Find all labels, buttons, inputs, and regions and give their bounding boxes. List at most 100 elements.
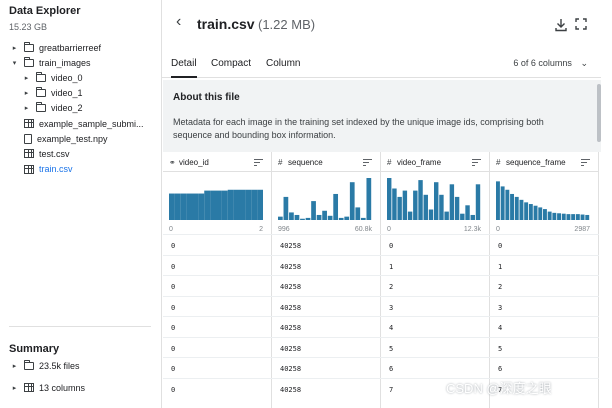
table-cell: 2 [389, 283, 394, 291]
table-cell: 1 [389, 262, 394, 271]
caret-down-icon[interactable]: ▾ [12, 59, 17, 67]
histogram-bar [557, 213, 561, 220]
range-max: 2987 [574, 226, 590, 233]
back-button[interactable]: ‹ [176, 14, 181, 30]
summary-item[interactable]: ▸ 13 columns [10, 380, 85, 395]
column-header[interactable]: # video_frame [381, 152, 489, 172]
download-icon[interactable] [555, 18, 567, 32]
histogram-bar [575, 214, 580, 220]
histogram-bar [327, 215, 333, 220]
folder-icon [24, 359, 34, 370]
tree-item-label: video_1 [51, 88, 83, 99]
column-sequence: # sequence 996 60.8k [272, 152, 381, 408]
row-divider [163, 316, 599, 317]
chevron-left-icon: ‹ [176, 13, 182, 30]
histogram-bar [355, 207, 361, 220]
tree-item-label: train_images [39, 57, 91, 68]
histogram-bar [571, 214, 576, 220]
tab-column[interactable]: Column [266, 58, 301, 69]
numeric-icon: # [278, 158, 283, 167]
histogram-bar [392, 188, 397, 220]
summary-item-label: 13 columns [39, 382, 86, 393]
histogram-bar [514, 196, 519, 220]
tree-item[interactable]: ▸ video_1 [22, 86, 83, 101]
table-cell: 40258 [280, 303, 302, 312]
row-divider [163, 234, 599, 235]
histogram-bar [496, 181, 500, 220]
sort-icon[interactable] [472, 159, 481, 166]
histogram-bar [510, 193, 514, 220]
summary-item[interactable]: ▸ 23.5k files [10, 358, 80, 373]
table-cell: 5 [389, 344, 394, 353]
histogram-bar [344, 216, 350, 220]
histogram-bar [407, 211, 413, 220]
table-cell: 0 [171, 344, 176, 353]
table-cell: 3 [389, 303, 394, 312]
caret-right-icon[interactable]: ▸ [12, 362, 17, 370]
tab-compact[interactable]: Compact [211, 58, 252, 69]
tree-item[interactable]: ▾ train_images [10, 55, 91, 70]
tree-item[interactable]: train.csv [10, 162, 73, 177]
file-icon [24, 133, 32, 144]
folder-icon [24, 56, 34, 67]
caret-right-icon[interactable]: ▸ [24, 105, 29, 113]
histogram-bar [547, 211, 552, 220]
column-header[interactable]: ⚭ video_id [163, 152, 271, 172]
tree-item[interactable]: test.csv [10, 146, 70, 161]
data-explorer-title: Data Explorer [9, 5, 81, 17]
histogram-bar [505, 189, 510, 220]
tree-item[interactable]: example_test.npy [10, 131, 108, 146]
range-min: 0 [496, 226, 500, 233]
column-header[interactable]: # sequence_frame [490, 152, 598, 172]
chevron-down-icon: ⌄ [580, 58, 588, 68]
fullscreen-icon[interactable] [575, 18, 587, 30]
histogram-bar [333, 193, 339, 220]
histogram-bar [360, 217, 366, 220]
sort-icon[interactable] [363, 159, 372, 166]
tree-item[interactable]: example_sample_submi... [10, 116, 144, 131]
histogram-bar [533, 205, 538, 220]
sort-icon[interactable] [254, 159, 263, 166]
caret-right-icon[interactable]: ▸ [12, 44, 17, 52]
table-cell: 0 [171, 262, 176, 271]
row-divider [163, 377, 599, 379]
table-cell: 2 [498, 283, 503, 291]
range-min: 0 [169, 226, 173, 233]
histogram-bar [366, 178, 372, 220]
table-cell: 6 [498, 365, 503, 373]
caret-right-icon[interactable]: ▸ [24, 90, 29, 98]
table-cell: 40258 [280, 344, 302, 353]
table-cell: 1 [498, 262, 503, 271]
columns-dropdown[interactable]: 6 of 6 columns ⌄ [513, 58, 588, 69]
histogram-bar [174, 193, 181, 220]
caret-right-icon[interactable]: ▸ [12, 384, 17, 392]
table-cell: 3 [498, 303, 503, 312]
sort-icon[interactable] [581, 159, 590, 166]
table-icon [24, 149, 34, 159]
histogram-bar [413, 190, 418, 220]
histogram-bar [580, 214, 585, 220]
histogram-bar [338, 217, 344, 220]
histogram-bar [475, 184, 481, 220]
column-histogram [387, 178, 481, 220]
column-histogram [496, 181, 590, 220]
column-name: sequence_frame [506, 158, 566, 167]
scrollbar[interactable] [597, 84, 601, 142]
tab-detail[interactable]: Detail [171, 58, 197, 78]
histogram-bar [204, 190, 211, 220]
histogram-bar [192, 193, 199, 220]
histogram-bar [278, 216, 283, 220]
histogram-bar [470, 214, 475, 220]
tree-item[interactable]: ▸ video_0 [22, 70, 83, 85]
column-video_id: ⚭ video_id 0 2 [163, 152, 272, 408]
tree-item-label: test.csv [39, 148, 70, 159]
table-icon [24, 164, 34, 174]
table-cell: 7 [498, 385, 503, 394]
column-header[interactable]: # sequence [272, 152, 380, 172]
histogram-bar [257, 189, 263, 220]
tree-item[interactable]: ▸ greatbarrierreef [10, 40, 101, 55]
caret-right-icon[interactable]: ▸ [24, 74, 29, 82]
file-size: (1.22 MB) [258, 17, 316, 32]
tree-item[interactable]: ▸ video_2 [22, 101, 83, 116]
histogram-bar [397, 196, 402, 220]
